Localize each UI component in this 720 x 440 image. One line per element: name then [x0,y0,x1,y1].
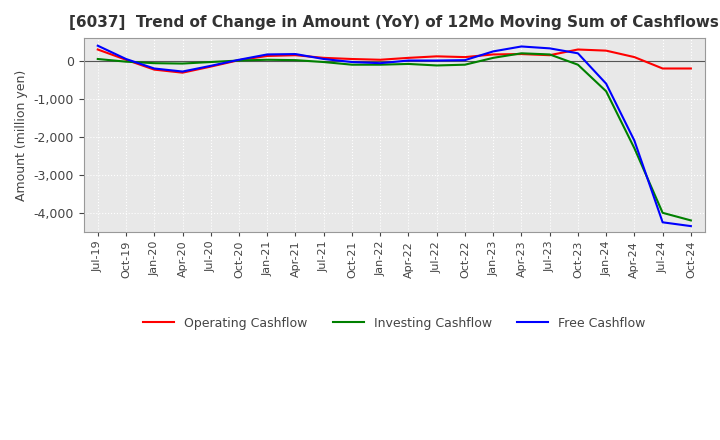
Free Cashflow [207,63,215,69]
Operating Cashflow [150,67,158,72]
Y-axis label: Amount (million yen): Amount (million yen) [15,70,28,201]
Operating Cashflow [178,70,186,75]
Operating Cashflow [94,47,102,52]
Operating Cashflow [404,55,413,61]
Free Cashflow [433,58,441,63]
Operating Cashflow [320,55,328,61]
Free Cashflow [602,81,611,86]
Operating Cashflow [207,64,215,69]
Free Cashflow [94,43,102,48]
Investing Cashflow [602,88,611,94]
Operating Cashflow [291,52,300,58]
Investing Cashflow [178,61,186,66]
Operating Cashflow [687,66,696,71]
Operating Cashflow [517,51,526,57]
Free Cashflow [461,58,469,63]
Operating Cashflow [433,54,441,59]
Legend: Operating Cashflow, Investing Cashflow, Free Cashflow: Operating Cashflow, Investing Cashflow, … [138,312,651,335]
Free Cashflow [263,52,271,57]
Investing Cashflow [291,58,300,63]
Line: Operating Cashflow: Operating Cashflow [98,50,691,73]
Free Cashflow [235,57,243,62]
Investing Cashflow [94,56,102,62]
Free Cashflow [687,224,696,229]
Free Cashflow [178,69,186,74]
Investing Cashflow [235,58,243,63]
Line: Free Cashflow: Free Cashflow [98,46,691,226]
Investing Cashflow [150,61,158,66]
Investing Cashflow [376,62,384,67]
Operating Cashflow [574,47,582,52]
Investing Cashflow [207,59,215,65]
Investing Cashflow [630,146,639,151]
Free Cashflow [517,44,526,49]
Free Cashflow [489,49,498,54]
Investing Cashflow [404,61,413,66]
Investing Cashflow [433,63,441,68]
Free Cashflow [320,56,328,62]
Free Cashflow [404,58,413,63]
Operating Cashflow [658,66,667,71]
Investing Cashflow [574,62,582,67]
Investing Cashflow [517,51,526,56]
Investing Cashflow [348,62,356,67]
Free Cashflow [658,220,667,225]
Free Cashflow [545,46,554,51]
Free Cashflow [630,138,639,143]
Free Cashflow [376,61,384,66]
Free Cashflow [348,59,356,65]
Operating Cashflow [489,52,498,57]
Free Cashflow [150,66,158,71]
Operating Cashflow [263,53,271,59]
Investing Cashflow [545,52,554,57]
Title: [6037]  Trend of Change in Amount (YoY) of 12Mo Moving Sum of Cashflows: [6037] Trend of Change in Amount (YoY) o… [69,15,719,30]
Operating Cashflow [545,52,554,58]
Free Cashflow [574,51,582,56]
Investing Cashflow [263,57,271,62]
Investing Cashflow [489,55,498,61]
Free Cashflow [291,51,300,57]
Investing Cashflow [122,59,130,64]
Operating Cashflow [122,57,130,62]
Operating Cashflow [461,55,469,60]
Line: Investing Cashflow: Investing Cashflow [98,53,691,220]
Operating Cashflow [630,55,639,60]
Investing Cashflow [658,210,667,216]
Free Cashflow [122,56,130,62]
Investing Cashflow [687,218,696,223]
Investing Cashflow [320,59,328,65]
Operating Cashflow [348,56,356,62]
Investing Cashflow [461,62,469,67]
Operating Cashflow [235,58,243,63]
Operating Cashflow [602,48,611,53]
Operating Cashflow [376,57,384,62]
